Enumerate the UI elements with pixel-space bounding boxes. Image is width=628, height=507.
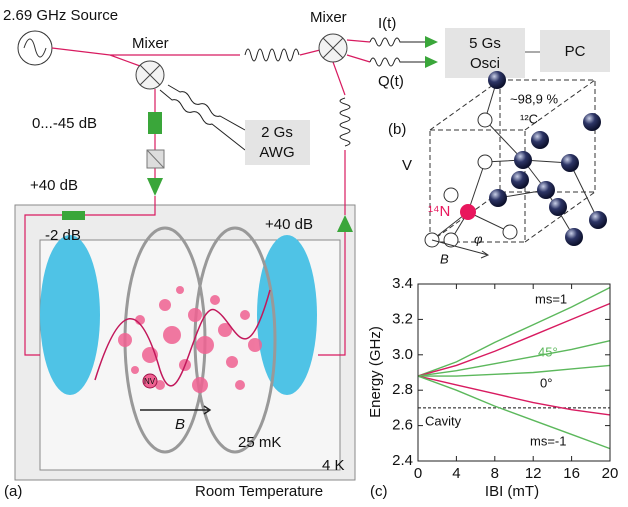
x-axis-label: IBI (mT)	[485, 483, 539, 500]
label: ¹⁴N	[428, 203, 450, 220]
delay-line	[340, 98, 350, 146]
annotation: 45°	[538, 344, 558, 359]
label: B	[440, 251, 449, 266]
x-tick-label: 8	[491, 465, 499, 482]
nitrogen	[460, 204, 476, 220]
x-tick-label: 20	[602, 465, 619, 482]
series-line	[418, 341, 610, 376]
label: V	[402, 157, 412, 174]
attenuator	[62, 211, 85, 220]
label: Room Temperature	[195, 483, 323, 500]
label: I(t)	[378, 15, 396, 32]
series-line	[418, 376, 610, 449]
mirror	[40, 235, 100, 395]
label: Mixer	[132, 35, 169, 52]
signal-line	[370, 38, 425, 66]
y-tick-label: 3.2	[392, 310, 413, 327]
label: Q(t)	[378, 73, 404, 90]
label: ¹²C	[520, 111, 538, 126]
annotation: ms=-1	[530, 433, 566, 448]
amplifier	[147, 178, 163, 196]
panel-label: (a)	[4, 483, 22, 500]
label: NV	[144, 377, 156, 386]
label: 0...-45 dB	[32, 115, 97, 132]
empty-sites	[425, 113, 517, 247]
label: Osci	[470, 55, 500, 72]
label: 2.69 GHz Source	[3, 7, 118, 24]
series-line	[418, 376, 610, 415]
panel-label: (c)	[370, 483, 388, 500]
label: +40 dB	[265, 216, 313, 233]
annotation: Cavity	[425, 413, 462, 428]
x-tick-label: 4	[452, 465, 460, 482]
y-tick-label: 3.0	[392, 346, 413, 363]
label: Mixer	[310, 9, 347, 26]
attenuator	[148, 112, 162, 134]
y-tick-label: 2.6	[392, 417, 413, 434]
label: AWG	[259, 144, 294, 161]
label: ~98,9 %	[510, 91, 559, 106]
plot: 2.4 2.6 2.8 3.0 3.2 3.4 0 4 8 12 16 20	[392, 275, 618, 482]
x-tick-label: 16	[563, 465, 580, 482]
amplifier	[425, 36, 438, 68]
annotation: ms=1	[535, 291, 567, 306]
label: 25 mK	[238, 434, 281, 451]
label: 4 K	[322, 457, 345, 474]
mirror	[257, 235, 317, 395]
label: PC	[565, 43, 586, 60]
series-line	[418, 288, 610, 377]
awg-line	[160, 85, 245, 150]
y-axis-label: Energy (GHz)	[367, 326, 384, 418]
y-tick-label: 3.4	[392, 275, 413, 292]
label: φ	[474, 231, 483, 246]
series-line	[418, 365, 610, 376]
y-tick-label: 2.8	[392, 381, 413, 398]
label: -2 dB	[45, 227, 81, 244]
label: 5 Gs	[469, 35, 501, 52]
y-tick-label: 2.4	[392, 452, 413, 469]
x-tick-label: 12	[525, 465, 542, 482]
annotation: 0°	[540, 375, 552, 390]
delay-line	[245, 49, 299, 61]
x-tick-label: 0	[414, 465, 422, 482]
label: +40 dB	[30, 177, 78, 194]
label: 2 Gs	[261, 124, 293, 141]
panel-label: (b)	[388, 121, 406, 138]
label: B	[175, 416, 185, 433]
figure: 2.69 GHz Source Mixer Mixer I(t) Q(t) 5 …	[0, 0, 628, 502]
